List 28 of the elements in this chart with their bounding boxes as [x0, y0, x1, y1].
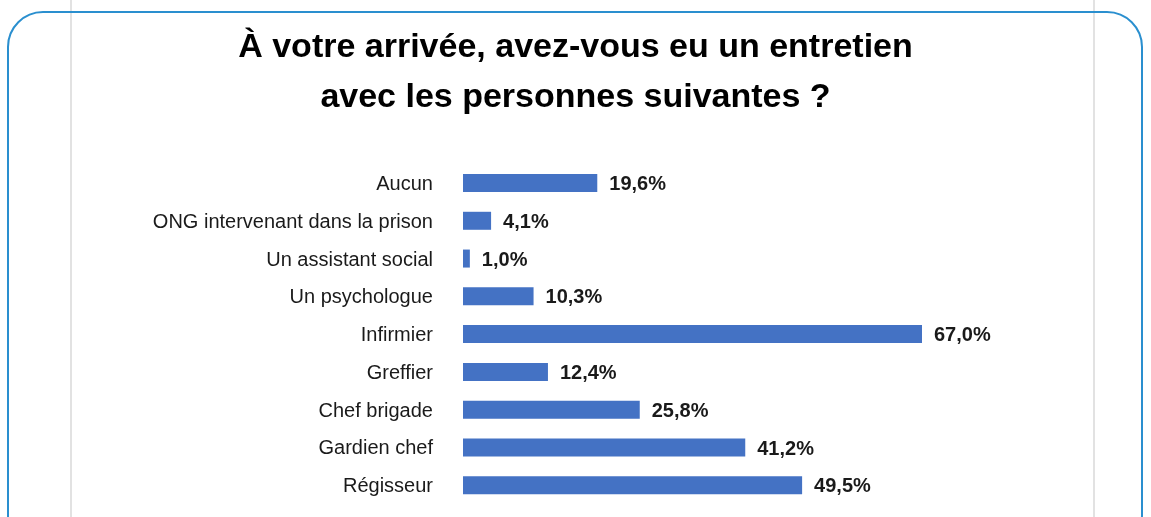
bar — [463, 362, 548, 381]
y-tick-label: Greffier — [366, 360, 434, 383]
y-tick-label: Un psychologue — [289, 285, 433, 308]
data-label: 19,6% — [609, 172, 667, 195]
bar — [463, 400, 640, 419]
y-tick-label: Chef brigade — [318, 398, 433, 421]
y-tick-label: Gardien chef — [318, 436, 434, 459]
data-label: 4,1% — [503, 209, 549, 232]
data-label: 10,3% — [545, 285, 603, 308]
bar — [463, 249, 470, 268]
y-tick-label: Aucun — [376, 171, 433, 194]
data-label: 25,8% — [651, 398, 709, 421]
data-label: 41,2% — [757, 436, 815, 459]
bar — [463, 476, 803, 495]
y-tick-label: Un assistant social — [266, 247, 433, 270]
y-tick-label: ONG intervenant dans la prison — [152, 209, 433, 232]
y-tick-label: Régisseur — [342, 474, 434, 497]
bar — [463, 211, 492, 230]
data-label: 49,5% — [814, 474, 872, 497]
data-label: 67,0% — [934, 323, 991, 346]
bar — [463, 174, 598, 192]
bar — [463, 325, 922, 344]
bar — [463, 287, 534, 306]
y-tick-label: Infirmier — [360, 323, 434, 346]
bar — [463, 438, 746, 457]
data-label: 1,0% — [481, 247, 528, 270]
data-label: 12,4% — [559, 360, 617, 383]
chart-title: À votre arrivée, avez-vous eu un entretien avec les personnes suivantes ? — [237, 25, 914, 116]
